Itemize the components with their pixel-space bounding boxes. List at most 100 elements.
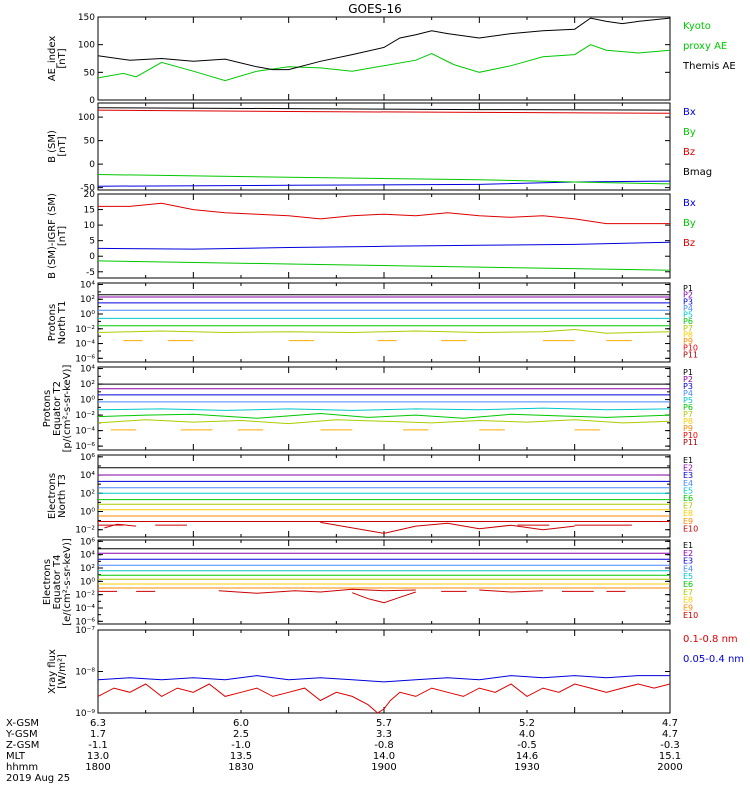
panel-frame [97, 366, 671, 451]
legend-item: By [683, 218, 696, 229]
legend-item: E7 [683, 502, 693, 511]
legend-item: P9 [683, 337, 693, 346]
panel-data [98, 202, 670, 271]
y-axis-label: North T3 [57, 474, 68, 518]
date-label: 2019 Aug 25 [6, 773, 70, 784]
panel-data [98, 467, 670, 534]
y-tick-label: 0 [89, 96, 95, 106]
legend-item: P3 [683, 382, 693, 391]
y-tick-label: 10⁻⁴ [75, 604, 95, 614]
y-axis-label: Electrons [47, 473, 58, 519]
y-tick-label: 10 [84, 221, 96, 231]
panel-data [98, 675, 670, 713]
y-tick-label: 10⁻⁶ [75, 442, 95, 452]
x-axis-row-value: 1830 [228, 762, 253, 773]
x-axis-row-value: 4.0 [519, 729, 535, 740]
y-tick-label: 150 [78, 13, 95, 23]
legend-item: E9 [683, 517, 693, 526]
y-tick-label: 15 [84, 206, 95, 216]
panel-data [98, 383, 670, 431]
legend-item: P2 [683, 291, 693, 300]
y-tick-label: -50 [80, 184, 95, 194]
data-trace [352, 591, 416, 604]
panel-frame [97, 629, 671, 714]
legend-item: P9 [683, 424, 693, 433]
series-0-05-0-4-nm-line [98, 675, 670, 683]
y-axis-label: Equator T4 [52, 555, 63, 610]
legend-item: E8 [683, 596, 693, 605]
x-axis-row-value: -0.5 [517, 740, 537, 751]
legend-item: proxy AE [683, 41, 727, 52]
x-axis-row-value: 1900 [371, 762, 396, 773]
y-axis-label: Protons [47, 304, 58, 341]
x-axis-row-value: 13.5 [230, 751, 252, 762]
legend-item: E5 [683, 486, 693, 495]
y-axis-label: Electrons [42, 559, 53, 605]
y-tick-label: 100 [78, 41, 95, 51]
legend-item: P4 [683, 389, 693, 398]
y-axis-label: North T1 [57, 301, 68, 345]
x-axis-row-value: 15.1 [659, 751, 681, 762]
y-tick-label: 0 [89, 252, 95, 262]
legend-item: P8 [683, 330, 693, 339]
page-title: GOES-16 [348, 2, 402, 16]
x-axis-row-value: 6.3 [90, 718, 106, 729]
legend-item: E10 [683, 611, 698, 620]
x-axis-row-label: Z-GSM [6, 740, 39, 751]
x-axis-row-value: 5.7 [376, 718, 392, 729]
panel-5: 10⁴ 10² 10⁰ 10⁻² 10⁻⁴ 10⁻⁶ Protons Equator T2 [p… [42, 365, 698, 453]
x-axis-row-value: -1.0 [231, 740, 251, 751]
y-tick-label: 10² [80, 489, 95, 499]
y-tick-label: 10⁻⁸ [75, 668, 95, 678]
legend-item: P2 [683, 375, 693, 384]
x-axis-row-value: 14.6 [516, 751, 538, 762]
legend-item: P4 [683, 304, 693, 313]
series-bz-line [98, 109, 670, 114]
legend-item: E9 [683, 603, 693, 612]
y-axis-label: B (SM) [47, 130, 58, 163]
data-trace [479, 589, 543, 593]
data-trace [320, 521, 575, 534]
x-axis-row-value: 4.7 [662, 729, 678, 740]
y-tick-label: 10⁰ [80, 396, 95, 406]
legend-item: P1 [683, 284, 693, 293]
series-by-line [98, 174, 670, 185]
y-axis-label: [W/m²] [57, 654, 68, 689]
legend-item: E2 [683, 464, 693, 473]
y-axis-label: [nT] [57, 136, 68, 156]
y-tick-label: 10⁴ [80, 365, 95, 375]
series-0-1-0-8-nm-line [98, 683, 670, 713]
y-tick-label: 10⁴ [80, 471, 95, 481]
y-axis-label: Xray flux [47, 649, 58, 694]
panel-data [98, 548, 670, 604]
y-tick-label: 10⁶ [80, 453, 95, 463]
series-bx-line [98, 241, 670, 250]
y-tick-label: 10⁻⁴ [75, 340, 95, 350]
series-themis-ae-line [98, 17, 670, 71]
legend-item: P5 [683, 311, 693, 320]
legend-item: By [683, 127, 696, 138]
legend-item: E5 [683, 572, 693, 581]
y-axis-label: Equator T2 [52, 381, 63, 436]
series-kyoto-proxy-ae-line [98, 44, 670, 82]
panel-frame [97, 539, 671, 625]
y-tick-label: 0 [89, 160, 95, 170]
y-axis-label: AE_index [47, 36, 58, 82]
series-by-line [98, 260, 670, 271]
legend-item: E2 [683, 549, 693, 558]
y-tick-label: 10⁻⁶ [75, 617, 95, 627]
x-axis-row-value: -1.1 [88, 740, 108, 751]
legend-item: E1 [683, 541, 693, 550]
y-tick-label: 10⁶ [80, 537, 95, 547]
panel-data [98, 17, 670, 82]
x-axis-row-value: 3.3 [376, 729, 392, 740]
panel-1: 0 50 100 150 AE_index [nT] Kyoto proxy AE Themis… [47, 13, 736, 106]
y-tick-label: -5 [86, 268, 95, 278]
panel-3: -5 0 5 10 15 20 B (SM)-IGRF (SM) [nT] Bx By Bz [47, 190, 696, 279]
panel-data [98, 294, 670, 342]
legend-item: Themis AE [682, 61, 736, 72]
y-tick-label: 10⁰ [80, 310, 95, 320]
x-axis-row-value: 6.0 [233, 718, 249, 729]
legend-item: E4 [683, 479, 693, 488]
